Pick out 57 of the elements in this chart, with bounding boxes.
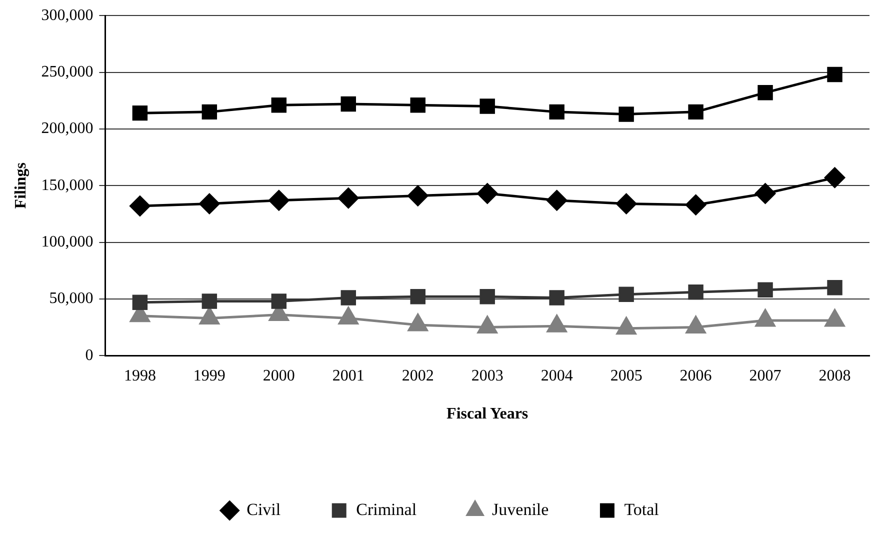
- point: [271, 98, 287, 113]
- x-axis-title: Fiscal Years: [446, 406, 528, 423]
- point: [758, 282, 773, 298]
- point: [755, 183, 776, 204]
- point: [268, 190, 290, 211]
- point: [758, 85, 773, 100]
- point: [546, 190, 568, 211]
- x-tick-label: 2004: [540, 367, 573, 384]
- x-tick-label: 2003: [471, 367, 504, 384]
- point: [338, 188, 359, 208]
- y-axis-title: Filings: [12, 162, 30, 209]
- x-tick-label: 1998: [124, 367, 156, 384]
- point: [827, 66, 842, 82]
- y-tick-label: 150,000: [41, 176, 94, 194]
- x-tick-label: 2006: [680, 367, 712, 384]
- point: [618, 106, 634, 122]
- point: [480, 98, 495, 114]
- x-tick-label: 2000: [262, 367, 295, 384]
- legend-label: Civil: [246, 500, 281, 519]
- y-tick-label: 250,000: [41, 63, 94, 80]
- legend-label: Criminal: [356, 500, 417, 519]
- x-tick-label: 2002: [402, 367, 434, 384]
- x-tick-label: 1999: [193, 367, 226, 384]
- point: [410, 289, 426, 304]
- x-tick-label: 2001: [332, 367, 364, 384]
- legend-label: Juvenile: [492, 500, 549, 519]
- point: [549, 104, 564, 120]
- point: [202, 294, 218, 309]
- point: [477, 183, 498, 204]
- point: [408, 186, 428, 206]
- point: [410, 98, 426, 113]
- point: [132, 105, 148, 121]
- point: [618, 286, 634, 302]
- point: [686, 194, 706, 216]
- point: [827, 280, 842, 296]
- point: [132, 294, 148, 310]
- point: [271, 294, 287, 309]
- point: [199, 193, 220, 214]
- x-tick-label: 2007: [749, 367, 782, 384]
- y-tick-label: 100,000: [41, 233, 94, 250]
- y-tick-label: 200,000: [41, 120, 94, 138]
- point: [688, 104, 704, 120]
- point: [480, 289, 495, 304]
- x-tick-label: 2008: [818, 367, 851, 384]
- y-tick-label: 50,000: [49, 290, 94, 308]
- point: [824, 167, 846, 188]
- point: [202, 104, 218, 120]
- point: [688, 284, 704, 300]
- point: [340, 290, 356, 306]
- point: [549, 290, 564, 306]
- legend-label: Total: [624, 500, 660, 519]
- y-tick-label: 0: [85, 346, 94, 364]
- point: [340, 96, 356, 112]
- y-tick-label: 300,000: [41, 6, 94, 24]
- point: [616, 193, 637, 214]
- point: [130, 196, 150, 216]
- x-tick-label: 2005: [610, 367, 642, 384]
